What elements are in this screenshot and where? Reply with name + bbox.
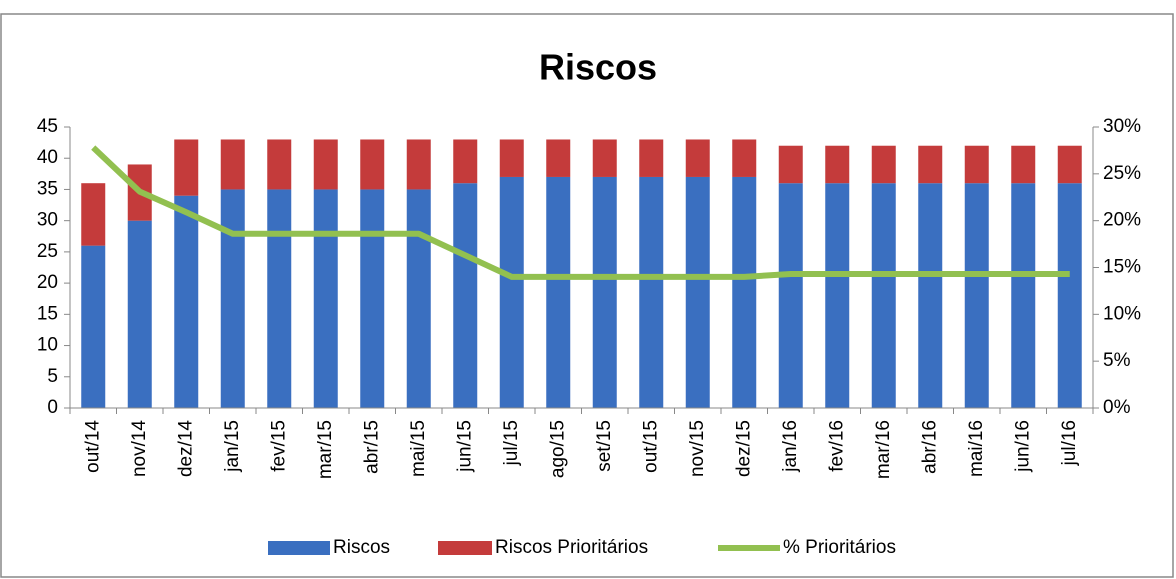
bar [546, 139, 571, 177]
bar [639, 176, 664, 408]
bar [825, 145, 850, 184]
bar [918, 183, 943, 408]
y-tick-label: 20 [37, 272, 58, 293]
y-tick-label: 15 [37, 303, 58, 324]
bar [360, 139, 385, 190]
legend-label: Riscos [333, 537, 390, 558]
legend-swatch [268, 541, 330, 555]
bar [220, 139, 245, 190]
line-series [91, 145, 1070, 280]
bar [918, 145, 943, 184]
legend-label: Riscos Prioritários [495, 537, 648, 558]
x-tick-label: mar/15 [315, 420, 336, 479]
bar [220, 189, 245, 408]
bar [685, 139, 710, 177]
bar [81, 245, 106, 408]
y2-tick-label: 5% [1103, 350, 1131, 371]
bar [685, 176, 710, 408]
y-tick-label: 40 [37, 147, 58, 168]
bar [871, 145, 896, 184]
bar [406, 139, 431, 190]
bar [453, 139, 478, 184]
bar [778, 183, 803, 408]
x-tick-label: fev/16 [826, 420, 847, 472]
bar [313, 139, 338, 190]
bar [1057, 145, 1082, 184]
bar [499, 176, 524, 408]
x-tick-label: jun/15 [454, 420, 475, 473]
bar [964, 145, 989, 184]
x-tick-label: nov/15 [687, 420, 708, 477]
bar [267, 139, 292, 190]
y2-tick-label: 0% [1103, 397, 1131, 418]
y2-tick-label: 15% [1103, 257, 1141, 278]
bar [174, 139, 199, 196]
bar [592, 176, 617, 408]
bar [499, 139, 524, 177]
bar [406, 189, 431, 408]
bar [592, 139, 617, 177]
bar [778, 145, 803, 184]
legend-swatch [438, 541, 492, 555]
x-tick-label: fev/15 [268, 420, 289, 472]
y-tick-label: 25 [37, 241, 58, 262]
x-tick-label: set/15 [594, 420, 615, 472]
y-tick-label: 45 [37, 116, 58, 137]
bar [871, 183, 896, 408]
y2-tick-label: 20% [1103, 210, 1141, 231]
y2-tick-label: 30% [1103, 116, 1141, 137]
x-tick-label: abr/15 [361, 420, 382, 474]
x-tick-label: jan/15 [222, 420, 243, 473]
y-tick-label: 10 [37, 335, 58, 356]
x-tick-label: dez/15 [733, 420, 754, 477]
x-tick-label: out/14 [82, 420, 103, 473]
bar [453, 183, 478, 408]
x-tick-label: mai/15 [408, 420, 429, 477]
chart-title: Riscos [539, 47, 657, 88]
bar [360, 189, 385, 408]
y2-tick-label: 10% [1103, 303, 1141, 324]
x-tick-label: abr/16 [919, 420, 940, 474]
bar [1011, 145, 1036, 184]
x-tick-label: dez/14 [175, 420, 196, 477]
bar [127, 220, 152, 408]
x-tick-label: jan/16 [780, 420, 801, 473]
bar [639, 139, 664, 177]
y-tick-label: 30 [37, 210, 58, 231]
x-tick-label: mar/16 [873, 420, 894, 479]
bar [1011, 183, 1036, 408]
y-tick-label: 35 [37, 178, 58, 199]
x-tick-label: nov/14 [129, 420, 150, 477]
y-tick-label: 0 [47, 397, 58, 418]
bar [267, 189, 292, 408]
bar [81, 183, 106, 246]
bar [546, 176, 571, 408]
x-tick-label: mai/16 [966, 420, 987, 477]
x-tick-label: jul/16 [1059, 420, 1080, 466]
legend-label: % Prioritários [783, 537, 896, 558]
y-tick-label: 5 [47, 366, 58, 387]
x-tick-label: jul/15 [501, 420, 522, 466]
bar [732, 176, 757, 408]
bar [964, 183, 989, 408]
bar [174, 195, 199, 408]
x-tick-label: ago/15 [547, 420, 568, 478]
x-tick-label: out/15 [640, 420, 661, 473]
bar [732, 139, 757, 177]
bar [1057, 183, 1082, 408]
x-tick-label: jun/16 [1012, 420, 1033, 473]
bar [825, 183, 850, 408]
bar [313, 189, 338, 408]
y2-tick-label: 25% [1103, 163, 1141, 184]
